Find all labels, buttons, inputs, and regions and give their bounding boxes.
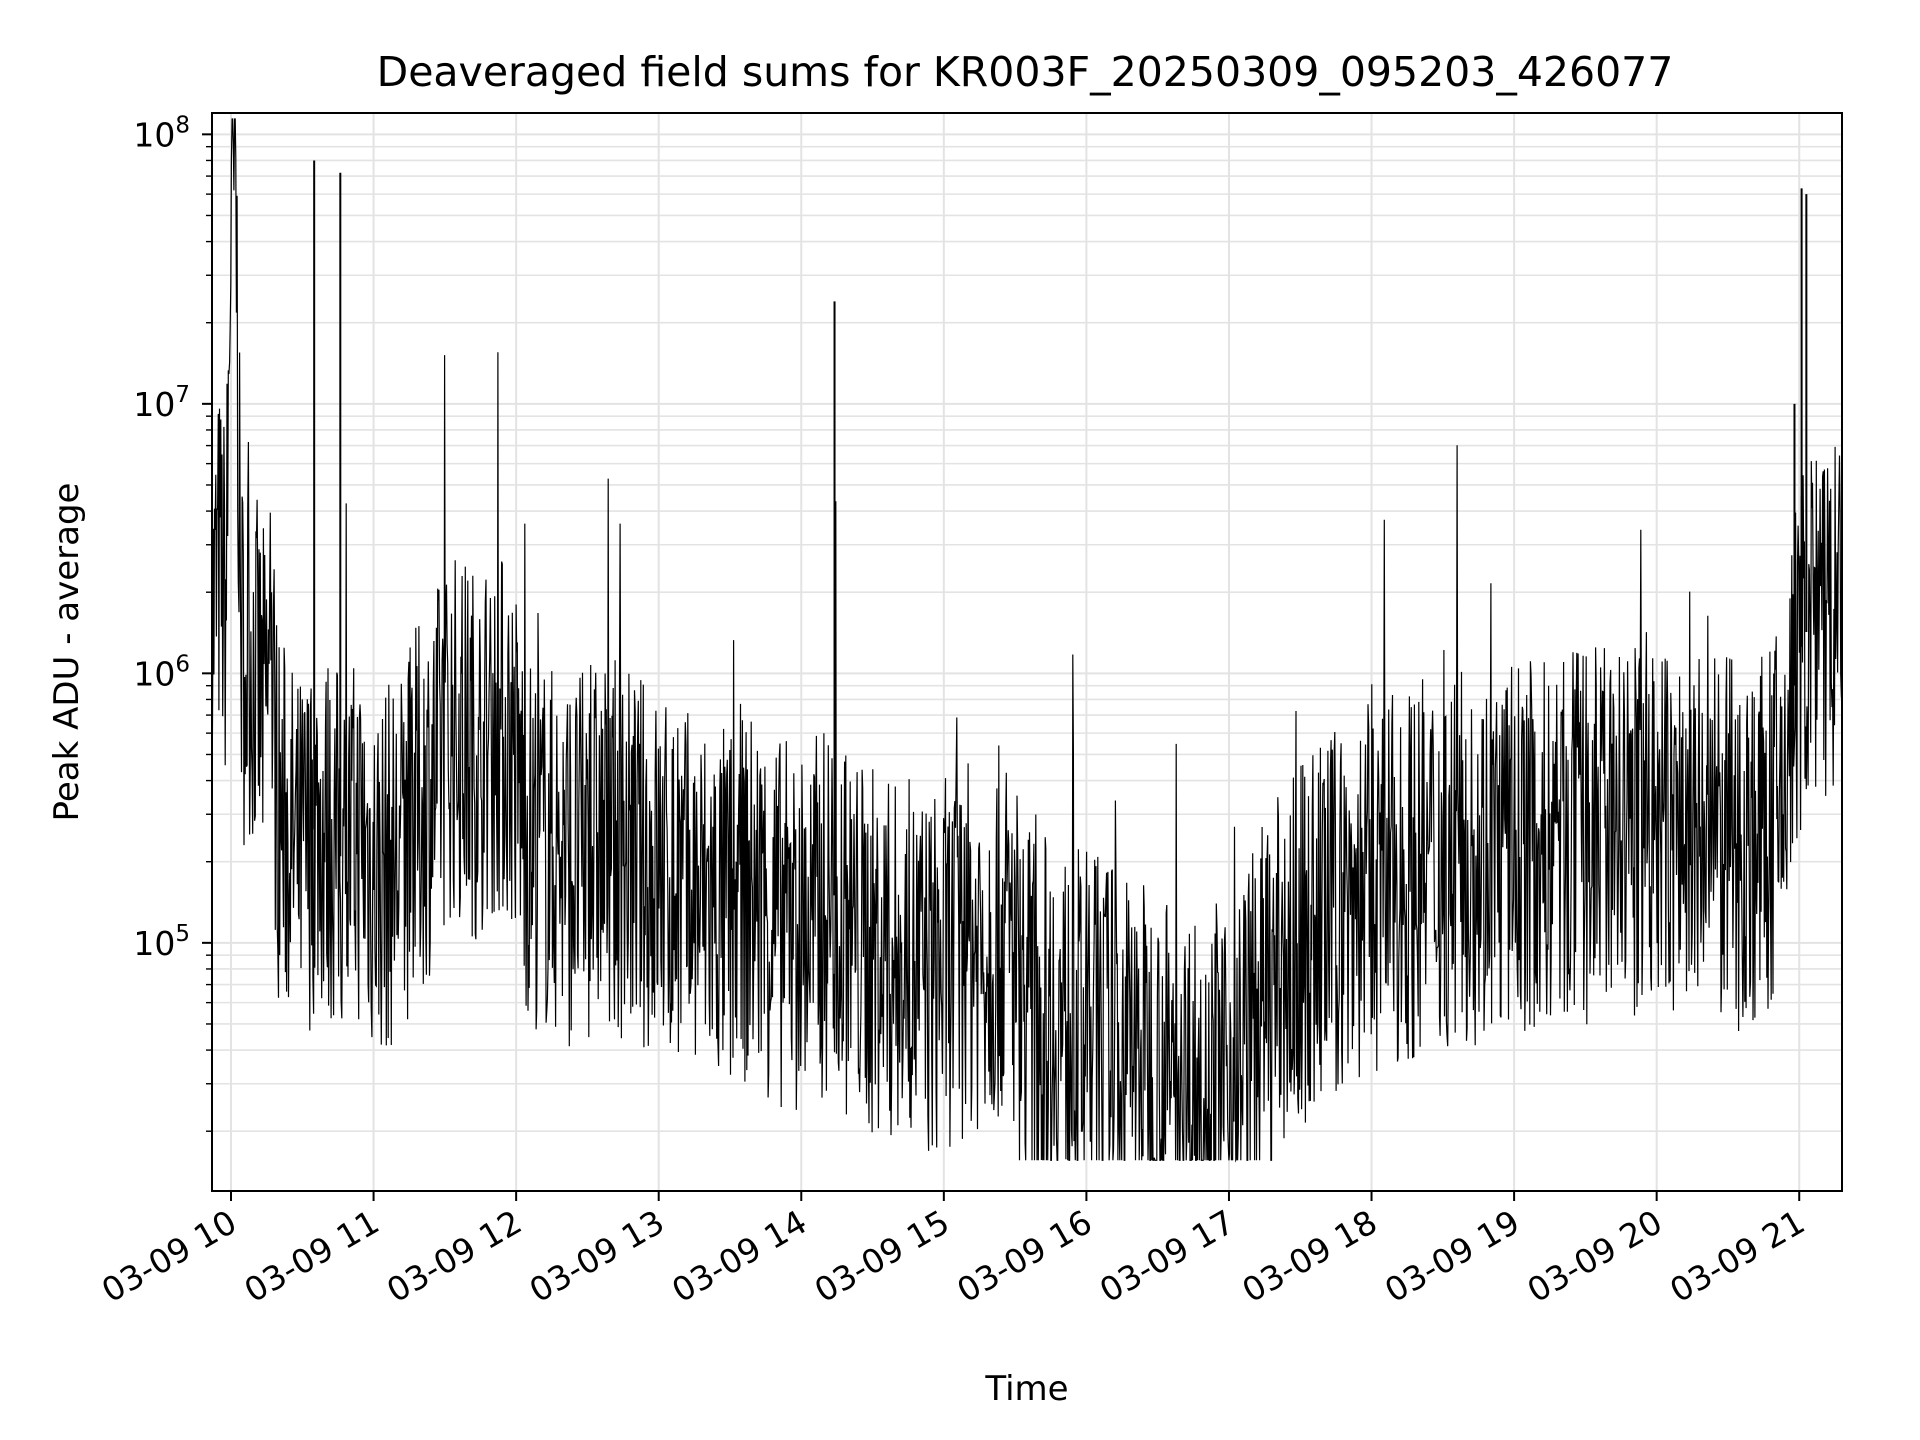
y-tick-label: 106 — [133, 651, 190, 693]
x-axis-title: Time — [984, 1369, 1068, 1409]
y-tick-label: 108 — [133, 112, 190, 154]
y-tick-label: 107 — [133, 382, 190, 424]
chart-title: Deaveraged field sums for KR003F_2025030… — [377, 48, 1674, 96]
y-axis: 105 106 107 108 — [133, 112, 212, 1132]
plot-area-frame — [211, 112, 1843, 1192]
data-layer — [211, 118, 1843, 1163]
y-tick-label: 105 — [133, 921, 190, 963]
grid-layer — [212, 113, 1842, 1191]
y-axis-title: Peak ADU - average — [47, 483, 87, 822]
series-line — [211, 118, 1843, 1163]
